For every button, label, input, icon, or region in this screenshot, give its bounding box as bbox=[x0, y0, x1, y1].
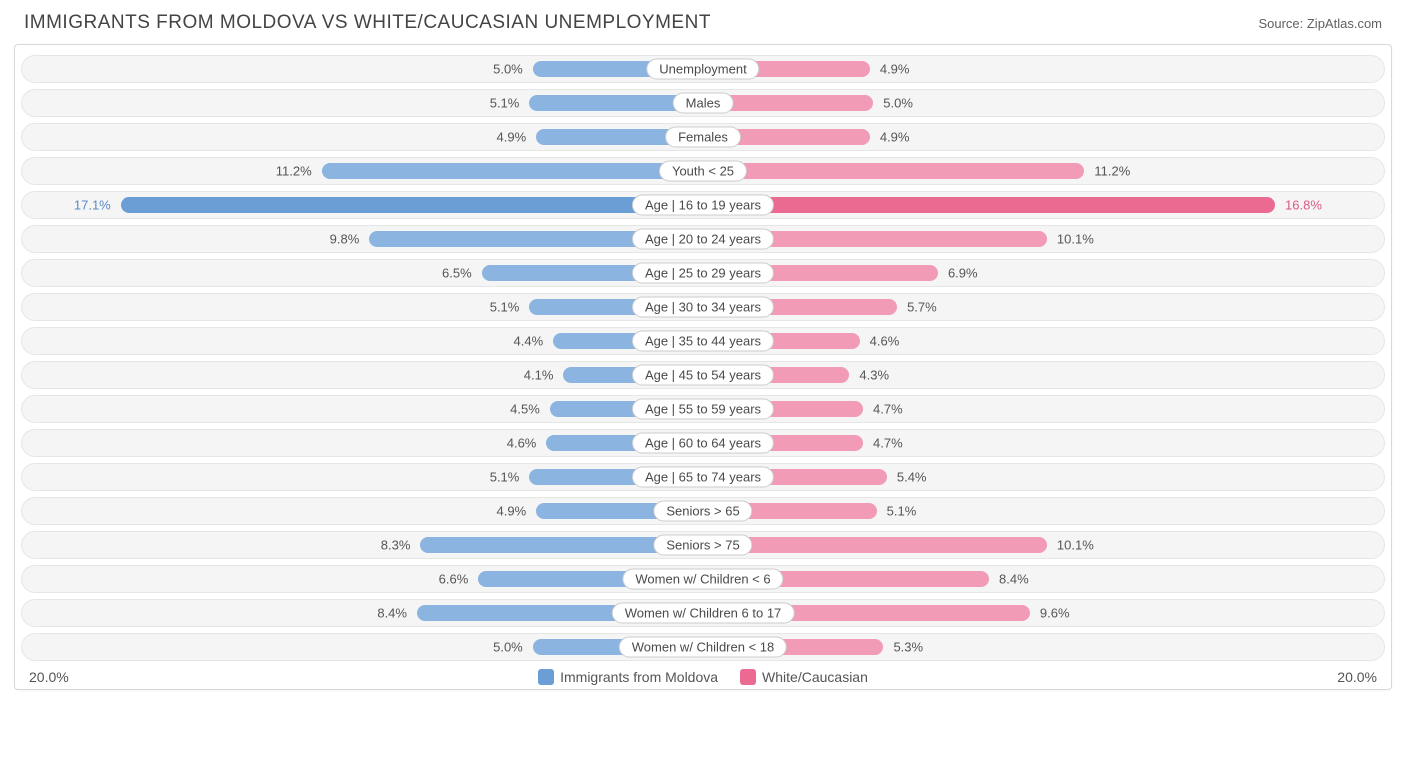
value-left: 11.2% bbox=[276, 164, 312, 179]
value-right: 10.1% bbox=[1057, 232, 1094, 247]
value-right: 4.7% bbox=[873, 402, 903, 417]
rows-container: 5.0%4.9%Unemployment5.1%5.0%Males4.9%4.9… bbox=[21, 55, 1385, 661]
value-right: 10.1% bbox=[1057, 538, 1094, 553]
chart-row: 4.9% 5.1% Seniors > 65 bbox=[21, 497, 1385, 525]
chart-row: 5.1% 5.0% Males bbox=[21, 89, 1385, 117]
value-left: 6.5% bbox=[442, 266, 472, 281]
row-label: Age | 60 to 64 years bbox=[632, 433, 774, 454]
value-right: 4.9% bbox=[880, 62, 910, 77]
chart-row: 9.8% 10.1% Age | 20 to 24 years bbox=[21, 225, 1385, 253]
value-left: 4.9% bbox=[497, 504, 527, 519]
axis-max-right: 20.0% bbox=[1337, 669, 1377, 685]
value-right: 4.7% bbox=[873, 436, 903, 451]
chart-area: 5.0%4.9%Unemployment5.1%5.0%Males4.9%4.9… bbox=[14, 44, 1392, 690]
value-right: 4.3% bbox=[859, 368, 889, 383]
row-label: Age | 20 to 24 years bbox=[632, 229, 774, 250]
chart-row: 5.0% 5.3% Women w/ Children < 18 bbox=[21, 633, 1385, 661]
value-left: 5.1% bbox=[490, 300, 520, 315]
legend-label-left: Immigrants from Moldova bbox=[560, 669, 718, 685]
chart-title: IMMIGRANTS FROM MOLDOVA VS WHITE/CAUCASI… bbox=[24, 12, 711, 34]
chart-row: 4.9% 4.9% Females bbox=[21, 123, 1385, 151]
value-left: 5.1% bbox=[490, 96, 520, 111]
legend-item-right: White/Caucasian bbox=[740, 669, 868, 685]
value-right: 5.0% bbox=[883, 96, 913, 111]
chart-row: 6.6% 8.4% Women w/ Children < 6 bbox=[21, 565, 1385, 593]
legend-label-right: White/Caucasian bbox=[762, 669, 868, 685]
value-left: 4.1% bbox=[524, 368, 554, 383]
chart-row: 8.3% 10.1% Seniors > 75 bbox=[21, 531, 1385, 559]
value-right: 5.1% bbox=[887, 504, 917, 519]
row-label: Age | 65 to 74 years bbox=[632, 467, 774, 488]
chart-row: 6.5% 6.9% Age | 25 to 29 years bbox=[21, 259, 1385, 287]
value-left: 9.8% bbox=[330, 232, 360, 247]
chart-row: 5.0% 4.9% Unemployment bbox=[21, 55, 1385, 83]
value-left: 5.0% bbox=[493, 640, 523, 655]
bar-right bbox=[703, 537, 1047, 553]
value-left: 4.9% bbox=[497, 130, 527, 145]
chart-row: 17.1% 16.8% Age | 16 to 19 years bbox=[21, 191, 1385, 219]
value-right: 11.2% bbox=[1094, 164, 1130, 179]
chart-row: 11.2% 11.2% Youth < 25 bbox=[21, 157, 1385, 185]
row-label: Age | 55 to 59 years bbox=[632, 399, 774, 420]
value-left: 17.1% bbox=[74, 198, 111, 213]
value-right: 6.9% bbox=[948, 266, 978, 281]
value-right: 8.4% bbox=[999, 572, 1029, 587]
row-label: Women w/ Children < 6 bbox=[622, 569, 783, 590]
axis-max-left: 20.0% bbox=[29, 669, 69, 685]
value-right: 16.8% bbox=[1285, 198, 1322, 213]
chart-row: 4.6% 4.7% Age | 60 to 64 years bbox=[21, 429, 1385, 457]
chart-header: IMMIGRANTS FROM MOLDOVA VS WHITE/CAUCASI… bbox=[14, 8, 1392, 44]
row-label: Age | 30 to 34 years bbox=[632, 297, 774, 318]
value-left: 5.0% bbox=[493, 62, 523, 77]
value-right: 5.4% bbox=[897, 470, 927, 485]
legend-item-left: Immigrants from Moldova bbox=[538, 669, 718, 685]
row-label: Youth < 25 bbox=[659, 161, 747, 182]
value-left: 4.5% bbox=[510, 402, 540, 417]
value-left: 8.3% bbox=[381, 538, 411, 553]
row-label: Seniors > 75 bbox=[653, 535, 752, 556]
bar-left bbox=[121, 197, 703, 213]
chart-row: 8.4% 9.6% Women w/ Children 6 to 17 bbox=[21, 599, 1385, 627]
bar-right bbox=[703, 163, 1084, 179]
value-right: 5.7% bbox=[907, 300, 937, 315]
chart-source: Source: ZipAtlas.com bbox=[1258, 16, 1382, 31]
legend-swatch-right bbox=[740, 669, 756, 685]
legend: Immigrants from Moldova White/Caucasian bbox=[538, 669, 868, 685]
row-label: Age | 35 to 44 years bbox=[632, 331, 774, 352]
chart-row: 4.4% 4.6% Age | 35 to 44 years bbox=[21, 327, 1385, 355]
chart-row: 5.1% 5.4% Age | 65 to 74 years bbox=[21, 463, 1385, 491]
value-right: 4.6% bbox=[870, 334, 900, 349]
bar-right bbox=[703, 197, 1275, 213]
chart-row: 4.1% 4.3% Age | 45 to 54 years bbox=[21, 361, 1385, 389]
value-right: 9.6% bbox=[1040, 606, 1070, 621]
row-label: Males bbox=[673, 93, 734, 114]
value-left: 5.1% bbox=[490, 470, 520, 485]
row-label: Age | 25 to 29 years bbox=[632, 263, 774, 284]
row-label: Seniors > 65 bbox=[653, 501, 752, 522]
value-right: 4.9% bbox=[880, 130, 910, 145]
chart-row: 5.1% 5.7% Age | 30 to 34 years bbox=[21, 293, 1385, 321]
chart-footer: 20.0% Immigrants from Moldova White/Cauc… bbox=[21, 667, 1385, 685]
value-left: 6.6% bbox=[439, 572, 469, 587]
row-label: Unemployment bbox=[646, 59, 759, 80]
value-left: 4.4% bbox=[514, 334, 544, 349]
row-label: Women w/ Children 6 to 17 bbox=[612, 603, 795, 624]
bar-left bbox=[322, 163, 703, 179]
value-left: 8.4% bbox=[377, 606, 407, 621]
chart-row: 4.5% 4.7% Age | 55 to 59 years bbox=[21, 395, 1385, 423]
row-label: Age | 45 to 54 years bbox=[632, 365, 774, 386]
row-label: Women w/ Children < 18 bbox=[619, 637, 787, 658]
value-left: 4.6% bbox=[507, 436, 537, 451]
row-label: Females bbox=[665, 127, 741, 148]
value-right: 5.3% bbox=[893, 640, 923, 655]
legend-swatch-left bbox=[538, 669, 554, 685]
row-label: Age | 16 to 19 years bbox=[632, 195, 774, 216]
